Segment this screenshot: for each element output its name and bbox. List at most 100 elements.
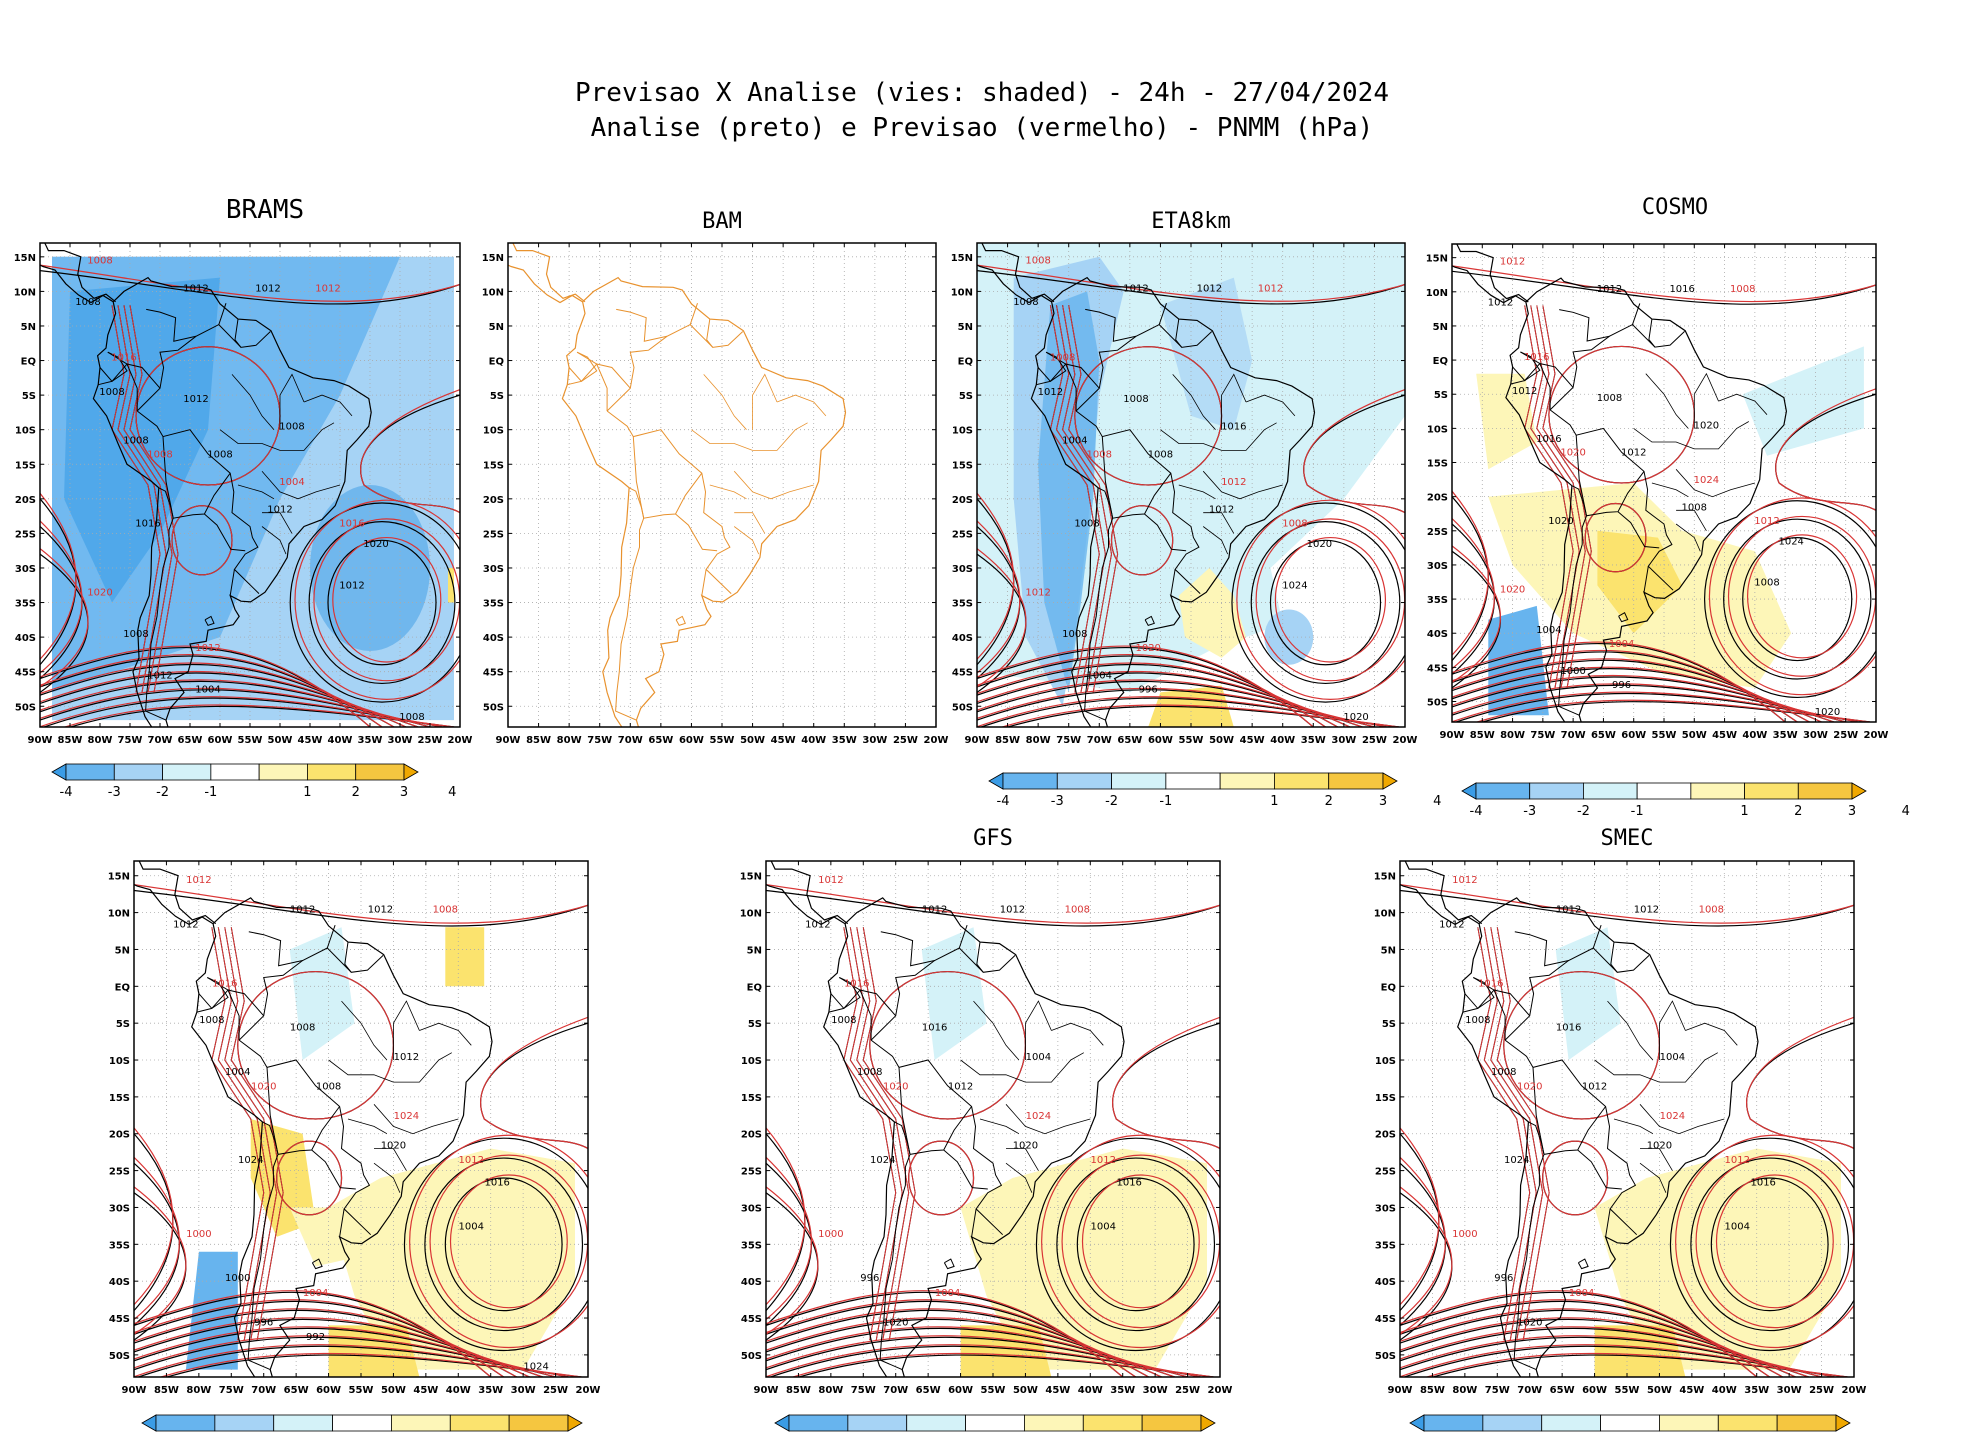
colorbar-segment: [391, 1414, 451, 1432]
country-border: [107, 351, 161, 389]
colorbar-segment: [1423, 1414, 1484, 1432]
forecast-contour: [1536, 305, 1586, 688]
contour-label-analysis: 1008: [1491, 1067, 1516, 1078]
lat-tick-label: EQ: [958, 357, 973, 368]
forecast-contour: [134, 1156, 180, 1320]
colorbar-label: 2: [352, 785, 360, 800]
lat-tick-label: 15S: [109, 1093, 130, 1104]
state-border: [373, 1104, 459, 1135]
colorbar-segment: [214, 1414, 275, 1432]
contour-label-forecast: 1000: [818, 1229, 843, 1240]
lake-outline: [311, 1258, 323, 1270]
forecast-contour: [230, 927, 284, 1341]
colorbar-arrow-high: [1382, 772, 1398, 790]
contour-label-analysis: 1008: [199, 1015, 224, 1026]
state-border: [1694, 421, 1749, 450]
lat-tick-label: 15N: [14, 253, 36, 264]
country-border: [162, 436, 231, 519]
lon-tick-label: 90W: [496, 735, 521, 746]
lon-tick-label: 20W: [924, 735, 949, 746]
lon-tick-label: 75W: [118, 735, 143, 746]
lat-tick-label: EQ: [747, 982, 762, 993]
contour-label-forecast: 1020: [87, 588, 112, 599]
contour-label-forecast: 1000: [186, 1229, 211, 1240]
state-border: [1025, 1052, 1084, 1083]
colorbar-segment: [1165, 772, 1221, 790]
state-border: [1006, 1148, 1039, 1171]
lat-tick-label: 35S: [1375, 1240, 1396, 1251]
lon-tick-label: 75W: [587, 735, 612, 746]
country-border: [1175, 319, 1183, 348]
country-border: [1075, 323, 1213, 412]
lat-tick-label: 35S: [952, 599, 973, 610]
forecast-contour: [766, 1156, 812, 1320]
map-area: [1452, 244, 1876, 722]
forecast-contour: [1708, 497, 1876, 696]
lon-tick-label: 60W: [679, 735, 704, 746]
forecast-contour: [449, 1174, 568, 1309]
contour-label-analysis: 996: [1139, 684, 1158, 695]
contour-label-forecast: 1008: [1282, 518, 1307, 529]
lon-tick-label: 30W: [1803, 730, 1828, 741]
colorbar-label: 4: [1433, 794, 1441, 809]
panel-title: GFS: [973, 826, 1013, 851]
forecast-contour: [1746, 534, 1858, 659]
state-border: [979, 1118, 1020, 1135]
lon-tick-label: 45W: [413, 1385, 438, 1396]
panel-smec: 1012 1012 1012 1008 1016 1004 1008 1012 1020 1024…: [1374, 826, 1866, 1432]
contour-label-forecast: 1016: [339, 518, 364, 529]
lat-tick-label: 15S: [952, 460, 973, 471]
colorbar-arrow-high: [1851, 782, 1867, 800]
lat-tick-label: 20S: [109, 1130, 130, 1141]
colorbar-segment: [1274, 772, 1330, 790]
lon-tick-label: 65W: [284, 1385, 309, 1396]
contour-label-analysis: 996: [254, 1317, 273, 1328]
colorbar-segment: [1111, 772, 1167, 790]
forecast-contour: [62, 704, 455, 727]
contour-label-forecast: 1008: [1699, 905, 1724, 916]
colorbar-segment: [1219, 772, 1275, 790]
lat-tick-label: 10N: [740, 909, 762, 920]
colorbar-segment: [1024, 1414, 1084, 1432]
country-border: [870, 947, 1016, 1041]
lat-tick-label: 10S: [1427, 424, 1448, 435]
contour-label-forecast: 1012: [1725, 1155, 1750, 1166]
contour-label-analysis: 1012: [1597, 284, 1622, 295]
lon-tick-label: 85W: [786, 1385, 811, 1396]
colorbar-segment: [210, 763, 260, 781]
analysis-contour: [766, 1327, 1175, 1377]
colorbar-label: -2: [156, 785, 169, 800]
forecast-contour: [977, 687, 1375, 727]
lat-tick-label: 15N: [1374, 872, 1396, 883]
state-border: [1639, 1162, 1667, 1193]
lon-tick-label: 65W: [1550, 1385, 1575, 1396]
coastline: [1452, 265, 1527, 304]
contour-label-forecast: 1020: [1500, 584, 1525, 595]
colorbar-arrow-low: [51, 763, 67, 781]
lat-tick-label: 5N: [115, 945, 130, 956]
country-border: [1085, 308, 1137, 342]
lon-tick-label: 35W: [478, 1385, 503, 1396]
contour-label-analysis: 1008: [123, 629, 148, 640]
forecast-contour: [977, 492, 1015, 660]
contour-label-forecast: 1004: [1569, 1288, 1594, 1299]
state-border: [373, 1162, 401, 1193]
forecast-contour: [158, 1352, 582, 1377]
analysis-contour: [134, 1162, 180, 1326]
state-border: [1172, 374, 1216, 430]
contour-label-analysis: 1016: [135, 518, 160, 529]
lat-tick-label: 25S: [952, 529, 973, 540]
lat-tick-label: 45S: [109, 1314, 130, 1325]
contour-label-analysis: 1000: [1560, 666, 1585, 677]
contour-label-analysis: 1012: [805, 919, 830, 930]
country-border: [898, 1067, 973, 1155]
forecast-contour: [1400, 1156, 1446, 1320]
lon-tick-label: 70W: [883, 1385, 908, 1396]
lat-tick-label: 40S: [952, 633, 973, 644]
country-border: [971, 1208, 977, 1237]
contour-label-forecast: 1020: [1517, 1082, 1542, 1093]
